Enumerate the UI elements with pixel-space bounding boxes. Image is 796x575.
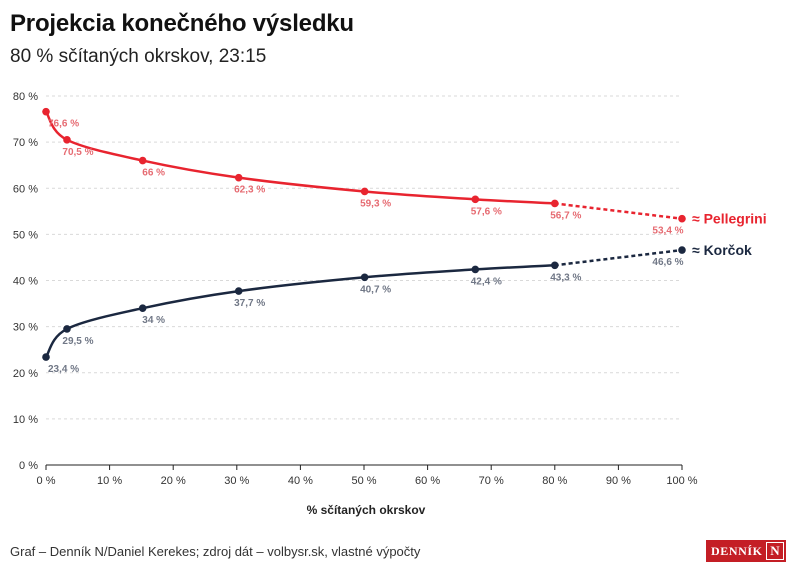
source-note: Graf – Denník N/Daniel Kerekes; zdroj dá… <box>10 544 421 559</box>
y-tick-label: 10 % <box>13 414 38 426</box>
data-point <box>471 195 480 204</box>
data-label: 23,4 % <box>48 364 79 375</box>
x-tick-label: 10 % <box>97 475 122 487</box>
grid-layer <box>46 95 682 420</box>
logo-n-icon: N <box>766 542 784 560</box>
projection-line <box>554 202 683 220</box>
data-point <box>234 173 243 182</box>
data-label: 56,7 % <box>550 210 581 221</box>
label-layer: 76,6 % 70,5 % 66 % 62,3 % 59,3 % 57,6 % 56,7 %… <box>48 119 767 375</box>
series-name-label: ≈ Pellegrini <box>692 211 767 227</box>
y-tick-label: 60 % <box>13 183 38 195</box>
y-tick-label: 30 % <box>13 322 38 334</box>
x-tick-label: 40 % <box>288 475 313 487</box>
data-label: 34 % <box>142 315 165 326</box>
data-label: 59,3 % <box>360 198 391 209</box>
data-point <box>138 304 147 312</box>
x-tick-label: 0 % <box>37 475 56 487</box>
data-label: 42,4 % <box>471 276 502 287</box>
x-tick-label: 50 % <box>351 475 376 487</box>
data-point <box>138 156 147 165</box>
chart-subtitle: 80 % sčítaných okrskov, 23:15 <box>10 46 267 67</box>
chart-title: Projekcia konečného výsledku <box>10 10 354 37</box>
y-tick-label: 80 % <box>13 91 38 103</box>
projection-line <box>554 248 683 267</box>
x-tick-label: 80 % <box>542 475 567 487</box>
x-tick-label: 100 % <box>666 475 697 487</box>
y-tick-label: 70 % <box>13 137 38 149</box>
data-point <box>42 353 50 361</box>
data-label: 40,7 % <box>360 284 391 295</box>
series-name-label: ≈ Korčok <box>692 242 752 258</box>
data-label: 57,6 % <box>471 206 502 217</box>
data-point <box>551 261 559 270</box>
y-tick-label: 0 % <box>19 460 38 472</box>
x-tick-label: 20 % <box>161 475 186 487</box>
data-point <box>360 273 369 282</box>
dennik-n-logo: DENNÍK N <box>706 540 786 562</box>
data-label: 76,6 % <box>48 119 79 130</box>
data-label: 53,4 % <box>652 226 683 237</box>
data-label: 70,5 % <box>62 147 93 158</box>
series-line <box>44 110 555 205</box>
logo-text: DENNÍK <box>711 543 763 558</box>
y-tick-label: 50 % <box>13 229 38 241</box>
data-label: 62,3 % <box>234 185 265 196</box>
series-layer <box>42 107 686 361</box>
data-label: 29,5 % <box>62 336 93 347</box>
data-label: 37,7 % <box>234 298 265 309</box>
data-point <box>63 136 71 144</box>
x-axis-title: % sčítaných okrskov <box>307 503 426 517</box>
data-point <box>42 107 50 116</box>
x-tick-label: 30 % <box>224 475 249 487</box>
data-point <box>551 199 559 208</box>
data-point <box>234 287 243 295</box>
data-point <box>63 325 71 333</box>
data-point <box>678 246 686 254</box>
data-point <box>678 214 686 223</box>
data-point <box>360 187 369 196</box>
x-tick-label: 60 % <box>415 475 440 487</box>
data-label: 43,3 % <box>550 272 581 283</box>
x-tick-label: 90 % <box>606 475 631 487</box>
data-label: 66 % <box>142 168 165 179</box>
data-label: 46,6 % <box>652 257 683 268</box>
y-tick-label: 40 % <box>13 276 38 288</box>
x-tick-label: 70 % <box>479 475 504 487</box>
y-tick-label: 20 % <box>13 368 38 380</box>
axis-layer: 0 % 10 % 20 % 30 % 40 % 50 % 60 % 70 % 80 % 0 % 10… <box>13 91 698 487</box>
data-point <box>471 265 480 274</box>
